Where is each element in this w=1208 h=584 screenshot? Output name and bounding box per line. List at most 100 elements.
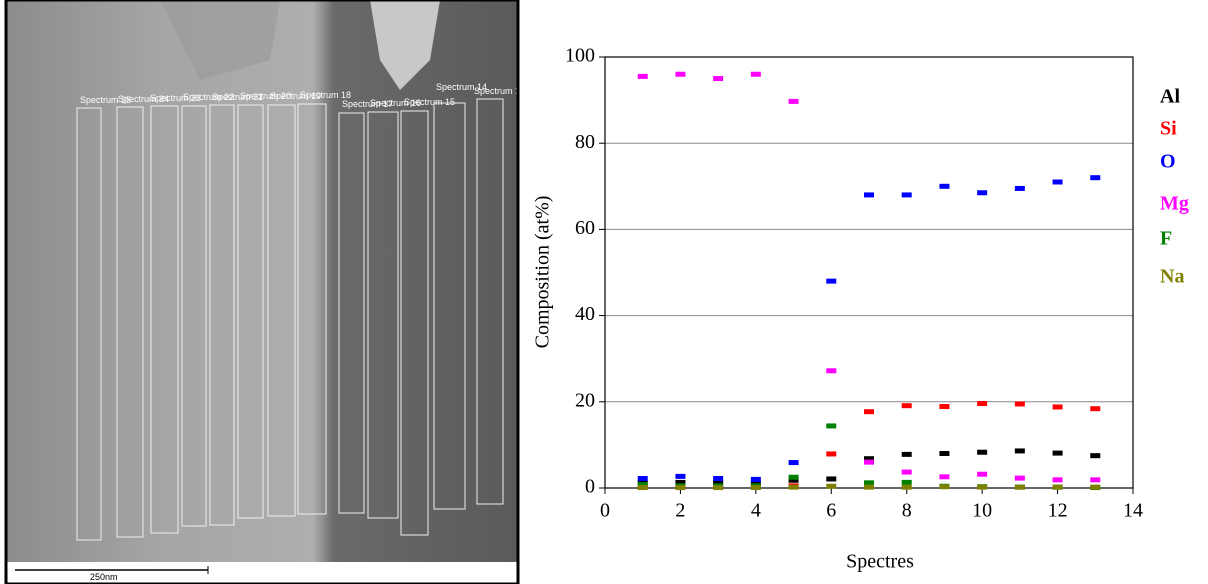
marker <box>713 76 724 82</box>
marker <box>788 98 799 104</box>
marker <box>637 485 648 491</box>
spectrum-box <box>150 105 179 534</box>
x-tick-label: 12 <box>1048 500 1068 522</box>
marker <box>939 404 950 410</box>
marker <box>826 476 837 482</box>
marker <box>1052 477 1063 483</box>
marker <box>901 484 912 490</box>
marker <box>864 456 874 462</box>
x-tick-label: 2 <box>675 500 685 522</box>
spectrum-label: Spectrum 13 <box>474 86 525 96</box>
marker <box>826 278 837 284</box>
legend-entry: Mg <box>1160 193 1189 215</box>
x-tick-label: 0 <box>600 500 610 522</box>
legend-entry: Si <box>1160 118 1177 140</box>
marker <box>675 485 686 491</box>
marker <box>939 484 950 490</box>
marker <box>713 476 724 482</box>
y-tick-label: 60 <box>575 217 595 239</box>
x-tick-label: 14 <box>1123 500 1143 522</box>
marker <box>1052 179 1063 185</box>
y-tick-label: 40 <box>575 303 595 325</box>
marker <box>637 476 648 482</box>
spectrum-label: Spectrum 19 <box>270 91 321 101</box>
marker <box>1090 477 1101 483</box>
marker <box>864 480 874 486</box>
micrograph-border <box>4 0 520 584</box>
spectrum-label: Spectrum 15 <box>404 97 455 107</box>
marker <box>750 485 761 491</box>
marker <box>675 71 686 77</box>
legend-entry: Al <box>1160 86 1180 108</box>
spectrum-box <box>116 106 144 538</box>
y-tick-label: 20 <box>575 389 595 411</box>
marker <box>788 484 799 490</box>
dark-region <box>160 0 280 80</box>
spectrum-label: Spectrum 22 <box>183 92 234 102</box>
marker <box>1052 484 1063 490</box>
marker <box>1014 448 1025 454</box>
marker <box>788 474 799 480</box>
marker <box>826 368 837 374</box>
spectrum-box <box>209 104 235 526</box>
spectrum-box <box>400 110 429 536</box>
marker <box>1014 185 1025 191</box>
y-axis-label: Composition (at%) <box>532 196 554 349</box>
marker <box>826 451 837 457</box>
marker <box>788 477 799 483</box>
legend-entry: F <box>1160 228 1172 250</box>
spectrum-box <box>181 105 207 527</box>
spectrum-box <box>267 104 296 517</box>
plot-frame <box>604 56 1134 489</box>
marker <box>977 484 988 490</box>
marker <box>750 480 761 486</box>
marker <box>675 473 686 479</box>
spectrum-box <box>338 112 365 514</box>
spectrum-label: Spectrum 14 <box>436 82 487 92</box>
spectrum-label: Spectrum 16 <box>370 98 421 108</box>
marker <box>1014 475 1025 481</box>
marker <box>675 479 686 485</box>
bright-region <box>370 0 440 90</box>
marker <box>977 401 988 407</box>
spectrum-box <box>367 111 399 519</box>
marker <box>901 451 912 457</box>
marker <box>713 479 724 485</box>
marker <box>713 485 724 491</box>
legend-entry: Na <box>1160 266 1184 288</box>
marker <box>939 451 950 457</box>
marker <box>977 190 988 196</box>
marker <box>1052 404 1063 410</box>
marker <box>1090 453 1101 459</box>
marker <box>977 471 988 477</box>
marker <box>788 460 799 466</box>
spectrum-box <box>433 102 466 510</box>
x-tick-label: 6 <box>826 500 836 522</box>
marker <box>864 192 874 198</box>
marker <box>864 484 874 490</box>
marker <box>864 459 874 465</box>
marker <box>1014 484 1025 490</box>
marker <box>826 423 837 429</box>
x-axis-label: Spectres <box>846 551 914 573</box>
marker <box>864 409 874 415</box>
marker <box>1090 406 1101 412</box>
y-tick-label: 0 <box>585 476 595 498</box>
marker <box>977 449 988 455</box>
marker <box>1052 450 1063 456</box>
spectrum-label: Spectrum 21 <box>212 92 263 102</box>
spectrum-box <box>297 103 327 515</box>
marker <box>637 73 648 79</box>
y-tick-label: 80 <box>575 131 595 153</box>
marker <box>750 476 761 482</box>
marker <box>939 474 950 480</box>
marker <box>750 71 761 77</box>
marker <box>826 483 837 489</box>
marker <box>901 469 912 475</box>
marker <box>1090 484 1101 490</box>
micrograph-background <box>6 0 518 584</box>
spectrum-label: Spectrum 17 <box>342 99 393 109</box>
marker <box>637 482 648 488</box>
marker <box>1090 175 1101 181</box>
